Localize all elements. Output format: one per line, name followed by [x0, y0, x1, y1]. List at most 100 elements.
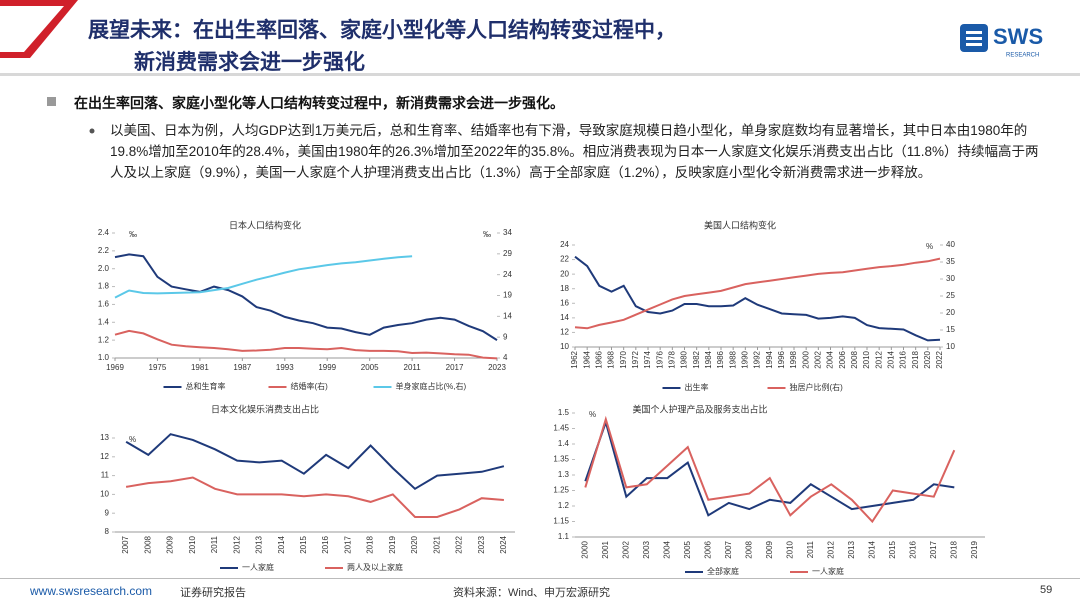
series-line	[574, 255, 941, 342]
footer-url: www.swsresearch.com	[30, 584, 153, 598]
chart-title: 美国个人护理产品及服务支出占比	[632, 403, 767, 414]
x-tick-label: 2009	[166, 535, 175, 553]
legend-label: 两人及以上家庭	[347, 562, 403, 572]
page-number: 59	[1040, 584, 1053, 596]
series-line	[114, 255, 413, 299]
series-line	[574, 257, 941, 330]
x-tick-label: 2018	[949, 540, 958, 558]
x-tick-label: 2000	[801, 350, 810, 368]
x-tick-label: 1988	[728, 350, 737, 368]
x-tick-label: 1984	[704, 350, 713, 368]
y-tick-label: 1.35	[553, 455, 569, 464]
x-tick-label: 2020	[923, 350, 932, 368]
x-tick-label: 2023	[488, 363, 506, 372]
legend-label: 独居户比例(右)	[790, 382, 844, 392]
x-tick-label: 2018	[911, 350, 920, 368]
x-tick-label: 1969	[106, 363, 124, 372]
x-tick-label: 2015	[299, 535, 308, 553]
chart-title: 美国人口结构变化	[704, 219, 776, 230]
y2-tick-label: 10	[946, 342, 955, 351]
x-tick-label: 2007	[121, 535, 130, 553]
x-tick-label: 1964	[582, 350, 591, 368]
logo-icon-bar	[966, 31, 982, 34]
x-tick-label: 2005	[361, 363, 379, 372]
x-tick-label: 2024	[499, 535, 508, 553]
x-tick-label: 1990	[740, 350, 749, 368]
y-tick-label: 11	[101, 471, 110, 480]
x-tick-label: 2021	[432, 535, 441, 553]
x-tick-label: 2017	[929, 540, 938, 558]
x-tick-label: 2016	[899, 350, 908, 368]
logo-icon-bar	[966, 43, 982, 46]
y2-tick-label: 25	[946, 291, 955, 300]
x-tick-label: 1974	[643, 350, 652, 368]
x-tick-label: 2019	[970, 540, 979, 558]
x-tick-label: 1968	[607, 350, 616, 368]
y-tick-label: 9	[105, 508, 110, 517]
y2-tick-label: 35	[946, 257, 955, 266]
x-tick-label: 2014	[277, 535, 286, 553]
y-tick-label: 1.15	[553, 517, 569, 526]
header-accent-inner	[0, 6, 64, 52]
x-tick-label: 1987	[233, 363, 251, 372]
x-tick-label: 2018	[366, 535, 375, 553]
legend-label: 一人家庭	[242, 562, 274, 572]
legend-label: 单身家庭占比(%,右)	[396, 381, 467, 391]
y-tick-label: 12	[100, 452, 109, 461]
y-tick-label: 1.3	[558, 470, 570, 479]
x-tick-label: 2000	[580, 540, 589, 558]
series-line	[114, 329, 498, 360]
y2-tick-label: 29	[503, 249, 512, 258]
y-tick-label: 1.25	[553, 486, 569, 495]
x-tick-label: 2017	[343, 535, 352, 553]
bullet-text: 以美国、日本为例，人均GDP达到1万美元后，总和生育率、结婚率也有下滑，导致家庭…	[110, 123, 1039, 180]
x-tick-label: 2020	[410, 535, 419, 553]
x-tick-label: 1996	[777, 350, 786, 368]
series-line	[584, 418, 955, 517]
logo-sub: RESEARCH	[1006, 53, 1039, 59]
y-tick-label: 24	[560, 240, 569, 249]
legend-label: 总和生育率	[186, 381, 226, 391]
x-tick-label: 2006	[838, 350, 847, 368]
x-tick-label: 2008	[744, 540, 753, 558]
x-tick-label: 1998	[789, 350, 798, 368]
y-tick-label: 20	[560, 269, 569, 278]
y-tick-label: 1.1	[558, 532, 570, 541]
x-tick-label: 2008	[850, 350, 859, 368]
y-unit: %	[589, 410, 596, 419]
y2-tick-label: 4	[503, 353, 508, 362]
x-tick-label: 2019	[388, 535, 397, 553]
chart-title: 日本文化娱乐消费支出占比	[211, 403, 319, 414]
series-line	[125, 476, 504, 518]
x-tick-label: 2008	[143, 535, 152, 553]
x-tick-label: 2010	[188, 535, 197, 553]
y-tick-label: 1.6	[98, 300, 110, 309]
y2-unit: %	[926, 242, 933, 251]
x-tick-label: 1993	[276, 363, 294, 372]
y2-tick-label: 9	[503, 332, 508, 341]
series-line	[125, 433, 505, 491]
slide-title: 展望未来：在出生率回落、家庭小型化等人口结构转变过程中，	[88, 19, 676, 42]
x-tick-label: 1986	[716, 350, 725, 368]
x-tick-label: 1982	[692, 350, 701, 368]
y-tick-label: 14	[560, 313, 569, 322]
x-tick-label: 1992	[753, 350, 762, 368]
x-tick-label: 2010	[785, 540, 794, 558]
header-rule	[0, 73, 1080, 76]
x-tick-label: 2005	[683, 540, 692, 558]
x-tick-label: 2007	[724, 540, 733, 558]
x-tick-label: 2011	[404, 363, 422, 372]
footer-rule	[0, 578, 1080, 579]
x-tick-label: 2017	[446, 363, 464, 372]
footer-label: 证券研究报告	[180, 587, 246, 599]
y-tick-label: 2.4	[98, 228, 110, 237]
y-tick-label: 22	[560, 255, 569, 264]
y-tick-label: 1.2	[98, 335, 110, 344]
x-tick-label: 2013	[847, 540, 856, 558]
y-tick-label: 1.4	[98, 317, 110, 326]
x-tick-label: 2012	[874, 350, 883, 368]
series-line	[114, 253, 498, 341]
y-tick-label: 12	[560, 328, 569, 337]
y-tick-label: 1.0	[98, 353, 110, 362]
